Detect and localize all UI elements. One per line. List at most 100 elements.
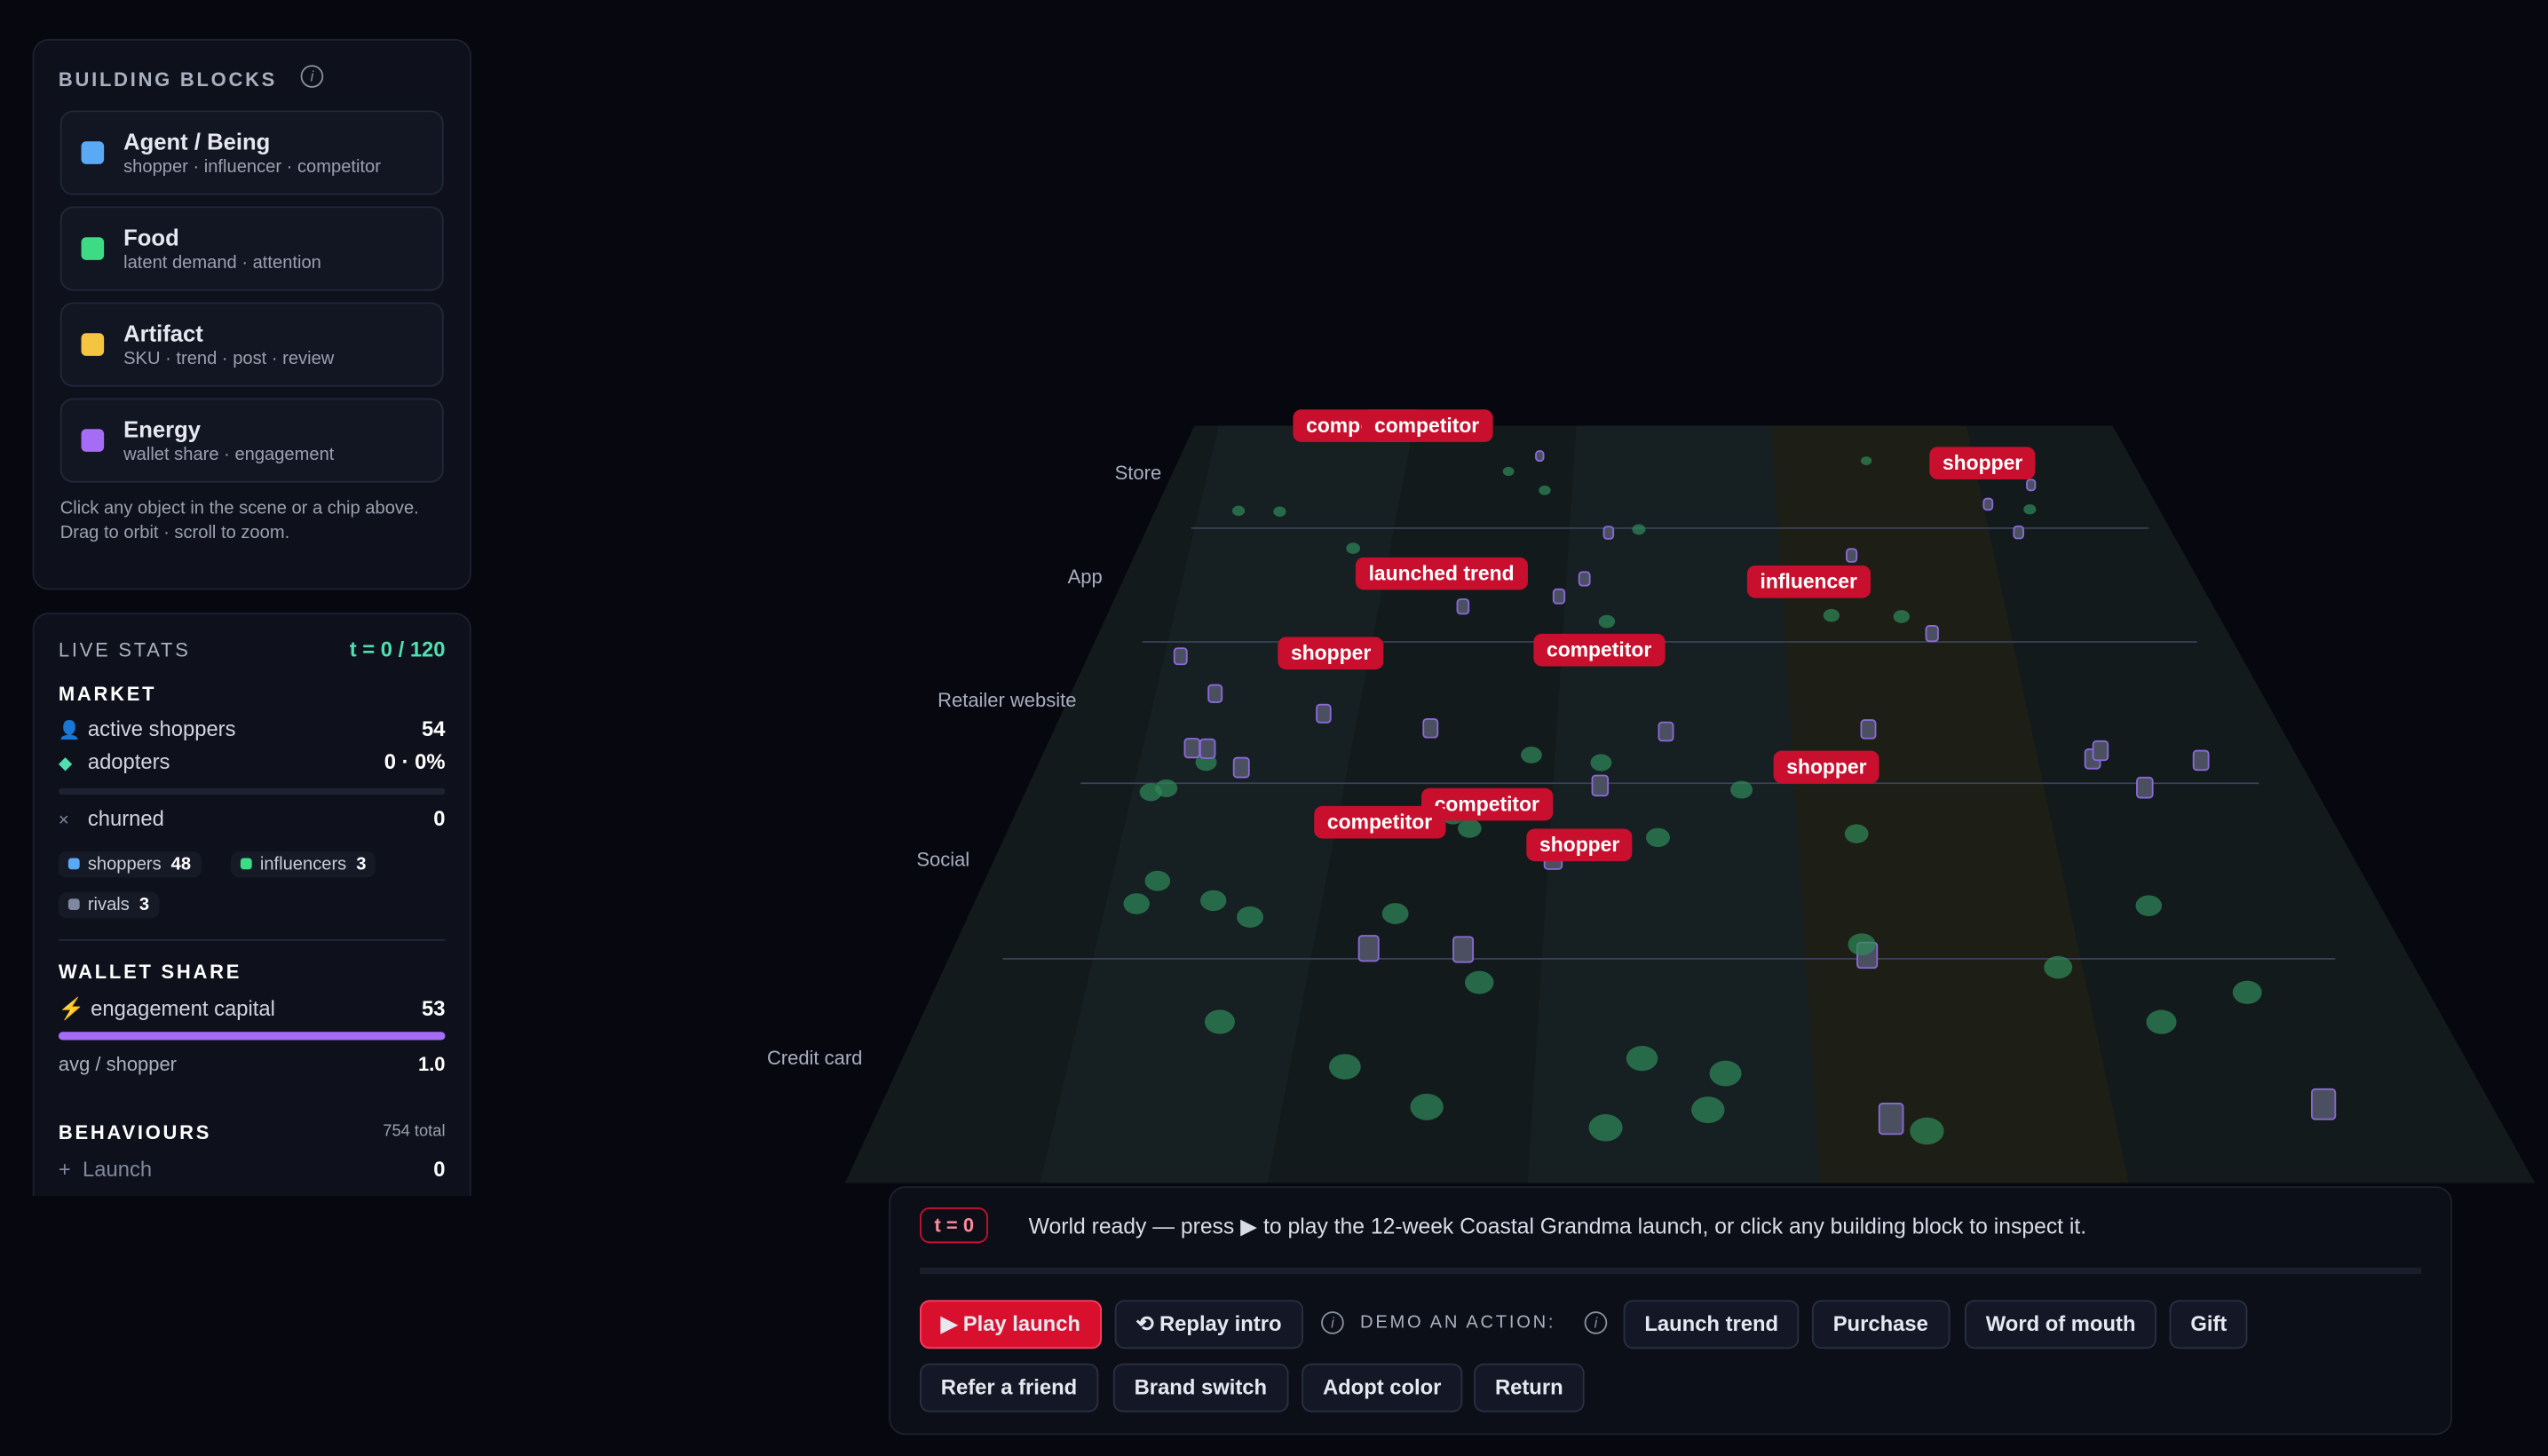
play-button[interactable]: ▶ Play launch [920, 1300, 1102, 1349]
action-button[interactable]: Launch trend [1623, 1300, 1800, 1349]
scene-object[interactable] [1602, 526, 1615, 540]
scene-object[interactable] [1207, 684, 1223, 703]
scene-object[interactable] [2092, 740, 2109, 762]
scene-object[interactable] [1456, 598, 1470, 615]
info-icon[interactable]: i [1321, 1311, 1344, 1334]
scene-object[interactable] [1422, 718, 1439, 739]
scene-object[interactable] [1878, 1103, 1904, 1136]
scene-object[interactable] [1357, 935, 1380, 962]
scene-object[interactable] [2232, 980, 2262, 1004]
scene-object[interactable] [1452, 936, 1475, 963]
scene-object[interactable] [1465, 970, 1494, 994]
scene-object[interactable] [1183, 738, 1200, 759]
scene-object[interactable] [1848, 933, 1876, 956]
scene-object[interactable] [1316, 703, 1332, 724]
scene-object[interactable] [1173, 647, 1188, 666]
scene-object[interactable] [1502, 466, 1515, 477]
agent-chip[interactable]: influencers 3 [230, 851, 376, 878]
object-label[interactable]: influencer [1746, 565, 1871, 598]
scene-object[interactable] [2136, 776, 2154, 799]
building-block[interactable]: Energy wallet share · engagement [59, 398, 444, 483]
agent-chip[interactable]: rivals 3 [58, 891, 160, 919]
scene-object[interactable] [2013, 525, 2024, 540]
scene-object[interactable] [1982, 497, 1994, 511]
scene-object[interactable] [1552, 588, 1566, 605]
scene-object[interactable] [1381, 903, 1409, 924]
action-button[interactable]: Gift [2169, 1300, 2249, 1349]
demo-label: DEMO AN ACTION: [1360, 1312, 1556, 1333]
scene-object[interactable] [2026, 479, 2037, 492]
scene-object[interactable] [1521, 746, 1542, 764]
scene-object[interactable] [2146, 1009, 2177, 1034]
scene-object[interactable] [1123, 893, 1150, 914]
icon: 👤 [58, 721, 81, 741]
scene-object[interactable] [1925, 625, 1939, 643]
scene-object[interactable] [1231, 505, 1246, 517]
object-label[interactable]: competitor [1314, 805, 1445, 839]
scene-object[interactable] [1204, 1009, 1235, 1034]
action-button[interactable]: Purchase [1811, 1300, 1950, 1349]
scene-object[interactable] [1844, 824, 1869, 843]
scene-object[interactable] [1410, 1093, 1444, 1120]
agent-chip[interactable]: shoppers 48 [58, 851, 202, 878]
scene-object[interactable] [1823, 608, 1840, 622]
scene-object[interactable] [1539, 485, 1551, 495]
object-label[interactable]: competitor [1533, 633, 1665, 667]
scene-object[interactable] [2135, 895, 2163, 916]
scene-object[interactable] [2192, 749, 2210, 772]
info-icon[interactable]: i [300, 65, 324, 88]
chip-value: 48 [170, 854, 192, 874]
object-label[interactable]: competitor [1361, 409, 1492, 442]
action-button[interactable]: Word of mouth [1964, 1300, 2157, 1349]
scene-object[interactable] [1200, 890, 1227, 912]
scene-object[interactable] [1232, 756, 1250, 779]
action-button[interactable]: Refer a friend [920, 1363, 1099, 1412]
scene-object[interactable] [1237, 906, 1263, 928]
scene-object[interactable] [1346, 542, 1361, 554]
object-label[interactable]: shopper [1773, 750, 1880, 784]
building-block[interactable]: Artifact SKU · trend · post · review [59, 302, 444, 387]
building-block[interactable]: Food latent demand · attention [59, 206, 444, 291]
scene-object[interactable] [1860, 456, 1872, 465]
time: t = 0 / 120 [349, 637, 446, 661]
scene-object[interactable] [1535, 450, 1545, 463]
scene-object[interactable] [1730, 780, 1753, 799]
scene-object[interactable] [1632, 524, 1646, 535]
scene-object[interactable] [1846, 548, 1858, 563]
scene-object[interactable] [1590, 754, 1612, 772]
object-label[interactable]: shopper [1526, 828, 1633, 862]
swatch [81, 333, 105, 356]
replay-button[interactable]: ⟲ Replay intro [1114, 1300, 1303, 1349]
object-label[interactable]: launched trend [1355, 557, 1528, 590]
action-button[interactable]: Adopt color [1302, 1363, 1463, 1412]
info-icon[interactable]: i [1584, 1311, 1608, 1334]
scene-object[interactable] [1709, 1060, 1742, 1087]
scene-object[interactable] [2311, 1088, 2337, 1120]
scene-object[interactable] [1910, 1117, 1944, 1145]
object-label[interactable]: shopper [1278, 637, 1384, 670]
stat-row: ⚡ engagement capital 53 [58, 996, 446, 1021]
building-block[interactable]: Agent / Being shopper · influencer · comp… [59, 110, 444, 195]
scene-object[interactable] [1658, 721, 1674, 742]
scene-object[interactable] [1646, 827, 1670, 848]
scene-object[interactable] [2023, 504, 2037, 515]
action-button[interactable]: Brand switch [1112, 1363, 1288, 1412]
action-button[interactable]: Return [1474, 1363, 1585, 1412]
scene-object[interactable] [2044, 955, 2073, 979]
scene-object[interactable] [1893, 610, 1910, 623]
object-label[interactable]: shopper [1929, 447, 2036, 479]
scene-object[interactable] [1144, 870, 1171, 891]
scene-object[interactable] [1691, 1096, 1725, 1124]
scene-object[interactable] [1598, 614, 1616, 629]
scene-object[interactable] [1578, 571, 1591, 587]
scene-object[interactable] [1588, 1113, 1623, 1142]
scene-object[interactable] [1273, 506, 1286, 517]
scene-object[interactable] [1860, 719, 1877, 740]
scene-object[interactable] [1328, 1054, 1361, 1080]
scene-object[interactable] [1199, 738, 1216, 759]
scene-object[interactable] [1458, 819, 1482, 838]
scene-object[interactable] [1626, 1046, 1658, 1072]
scene-object[interactable] [1155, 779, 1178, 797]
scene-object[interactable] [1591, 774, 1610, 797]
